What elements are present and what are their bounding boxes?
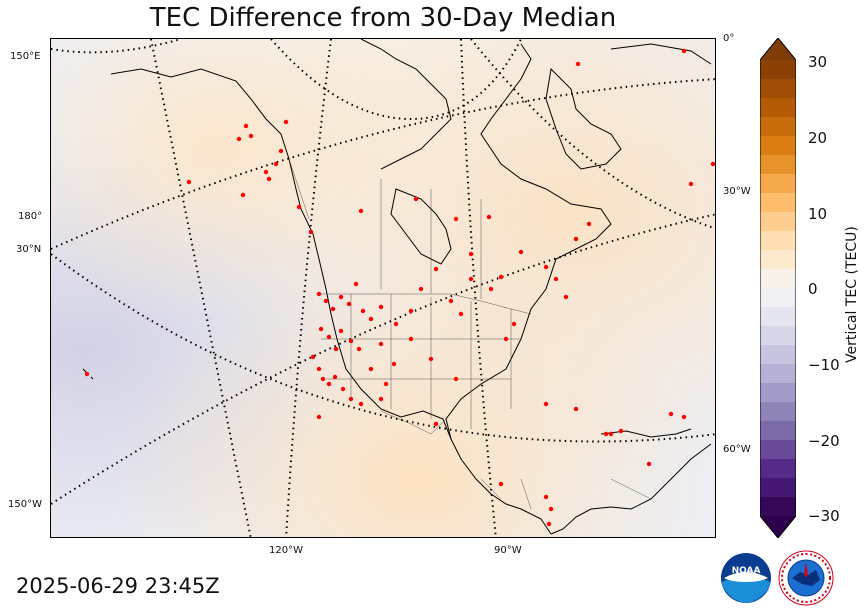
coastlines [82,39,712,535]
colorbar-band [760,155,796,175]
colorbar-band [760,117,796,137]
colorbar-tick: −30 [808,507,840,525]
station-markers [84,48,715,527]
colorbar-band [760,307,796,327]
tec-map-canvas [51,39,715,537]
colorbar-tick: 0 [808,280,818,298]
nws-logo [778,550,834,606]
timestamp: 2025-06-29 23:45Z [16,574,220,598]
noaa-logo: NOAA [721,553,771,603]
lon-label-150e: 150°E [10,51,41,62]
colorbar-label: Vertical TEC (TECU) [844,226,860,363]
colorbar-band [760,193,796,213]
lat-label-60w: 60°W [723,444,751,455]
colorbar-band [760,250,796,270]
colorbar-tick: 30 [808,53,828,71]
lat-label-0: 0° [723,33,735,44]
colorbar-extend-min [760,516,796,538]
colorbar-band [760,345,796,365]
colorbar-band [760,478,796,498]
lon-label-120w: 120°W [269,545,303,556]
colorbar-band [760,174,796,194]
colorbar [760,38,796,538]
lat-label-30w: 30°W [723,186,751,197]
colorbar-band [760,440,796,460]
map-title: TEC Difference from 30-Day Median [149,3,617,33]
colorbar-band [760,402,796,422]
colorbar-band [760,60,796,80]
colorbar-band [760,364,796,384]
colorbar-band [760,269,796,289]
colorbar-band [760,459,796,479]
colorbar-band [760,421,796,441]
lat-label-30n: 30°N [16,244,42,255]
colorbar-band [760,212,796,232]
lon-label-150w: 150°W [8,499,42,510]
colorbar-band [760,497,796,517]
graticule [51,39,715,537]
colorbar-extend-max [760,38,796,60]
colorbar-band [760,326,796,346]
colorbar-tick: −20 [808,432,840,450]
colorbar-band [760,383,796,403]
colorbar-band [760,98,796,118]
lon-label-180: 180° [18,211,43,222]
colorbar-band [760,136,796,156]
colorbar-band [760,288,796,308]
colorbar-tick: 20 [808,129,828,147]
svg-text:NOAA: NOAA [732,566,761,576]
colorbar-tick: −10 [808,356,840,374]
tec-map[interactable] [50,38,716,538]
lon-label-90w: 90°W [494,545,522,556]
colorbar-tick: 10 [808,205,828,223]
colorbar-band [760,79,796,99]
colorbar-band [760,231,796,251]
